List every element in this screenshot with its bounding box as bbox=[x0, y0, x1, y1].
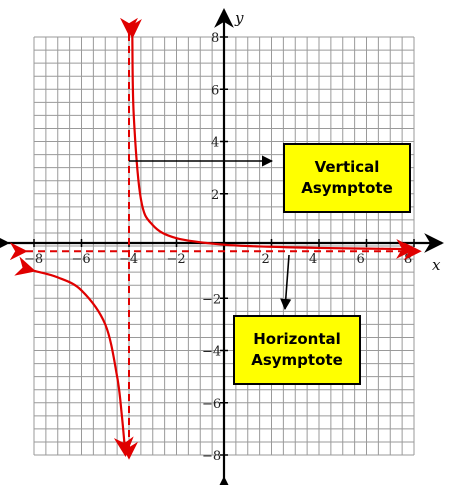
horizontal-callout-line-1: Horizontal bbox=[251, 329, 343, 350]
x-tick-label: −6 bbox=[72, 252, 91, 267]
x-tick-label: −2 bbox=[167, 252, 186, 267]
x-tick-label: 8 bbox=[404, 252, 412, 267]
y-tick-label: 4 bbox=[211, 136, 219, 151]
y-tick-label: −2 bbox=[202, 292, 221, 307]
y-tick-label: −6 bbox=[202, 397, 221, 412]
vertical-callout-line-1: Vertical bbox=[301, 157, 393, 178]
x-axis-label: x bbox=[432, 256, 441, 274]
y-tick-label: 6 bbox=[211, 83, 219, 98]
y-tick-label: 2 bbox=[211, 188, 219, 203]
y-tick-label: −8 bbox=[202, 449, 221, 464]
x-tick-label: 2 bbox=[262, 252, 270, 267]
vertical-callout-line-2: Asymptote bbox=[301, 178, 393, 199]
y-tick-label: 8 bbox=[211, 31, 219, 46]
x-tick-label: 6 bbox=[357, 252, 365, 267]
y-tick-label: −4 bbox=[202, 345, 221, 360]
vertical-asymptote-callout: Vertical Asymptote bbox=[283, 143, 411, 213]
y-axis-label: y bbox=[234, 9, 244, 27]
x-tick-label: 4 bbox=[309, 252, 317, 267]
x-tick-label: −8 bbox=[24, 252, 43, 267]
horizontal-callout-line-2: Asymptote bbox=[251, 350, 343, 371]
horizontal-asymptote-callout: Horizontal Asymptote bbox=[233, 315, 361, 385]
horizontal-callout-arrow bbox=[285, 255, 289, 309]
